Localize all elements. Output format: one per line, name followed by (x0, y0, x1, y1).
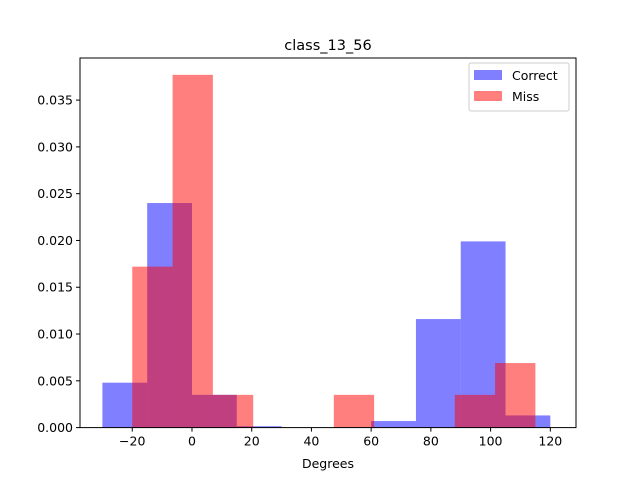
bar-miss (132, 266, 173, 428)
y-tick-label: 0.025 (37, 186, 73, 201)
plot-frame (79, 57, 577, 429)
legend-label-correct: Correct (512, 68, 558, 83)
bar-miss (495, 363, 536, 428)
y-tick-label: 0.020 (37, 233, 73, 248)
x-tick-label: 0 (188, 434, 196, 449)
y-axis-ticks: 0.000 0.005 0.010 0.015 0.020 0.025 0.030 0.035 (37, 93, 80, 435)
x-tick-label: 40 (303, 434, 319, 449)
y-tick-label: 0.030 (37, 139, 73, 154)
legend-swatch-correct (474, 70, 502, 80)
y-tick-label: 0.000 (37, 420, 73, 435)
legend-swatch-miss (474, 91, 502, 101)
x-tick-label: 80 (423, 434, 439, 449)
x-axis-label: Degrees (302, 456, 354, 471)
bar-miss (172, 74, 213, 428)
legend-label-miss: Miss (512, 89, 539, 104)
x-tick-label: 20 (244, 434, 260, 449)
chart-title: class_13_56 (284, 38, 371, 54)
x-tick-label: −20 (119, 434, 145, 449)
legend: Correct Miss (468, 62, 570, 112)
bar-miss (212, 394, 254, 428)
x-tick-label: 60 (363, 434, 379, 449)
y-tick-label: 0.010 (37, 327, 73, 342)
bar-miss (333, 394, 375, 428)
x-axis-ticks: −20 0 20 40 60 80 100 120 (119, 427, 562, 449)
bar-miss (454, 394, 496, 428)
y-tick-label: 0.015 (37, 280, 73, 295)
x-tick-label: 120 (538, 434, 562, 449)
bar-correct (371, 421, 416, 428)
bars-layer (102, 74, 551, 428)
bar-correct (415, 319, 461, 428)
bar-correct (236, 426, 282, 428)
y-tick-label: 0.035 (37, 93, 73, 108)
y-tick-label: 0.005 (37, 373, 73, 388)
x-tick-label: 100 (479, 434, 503, 449)
